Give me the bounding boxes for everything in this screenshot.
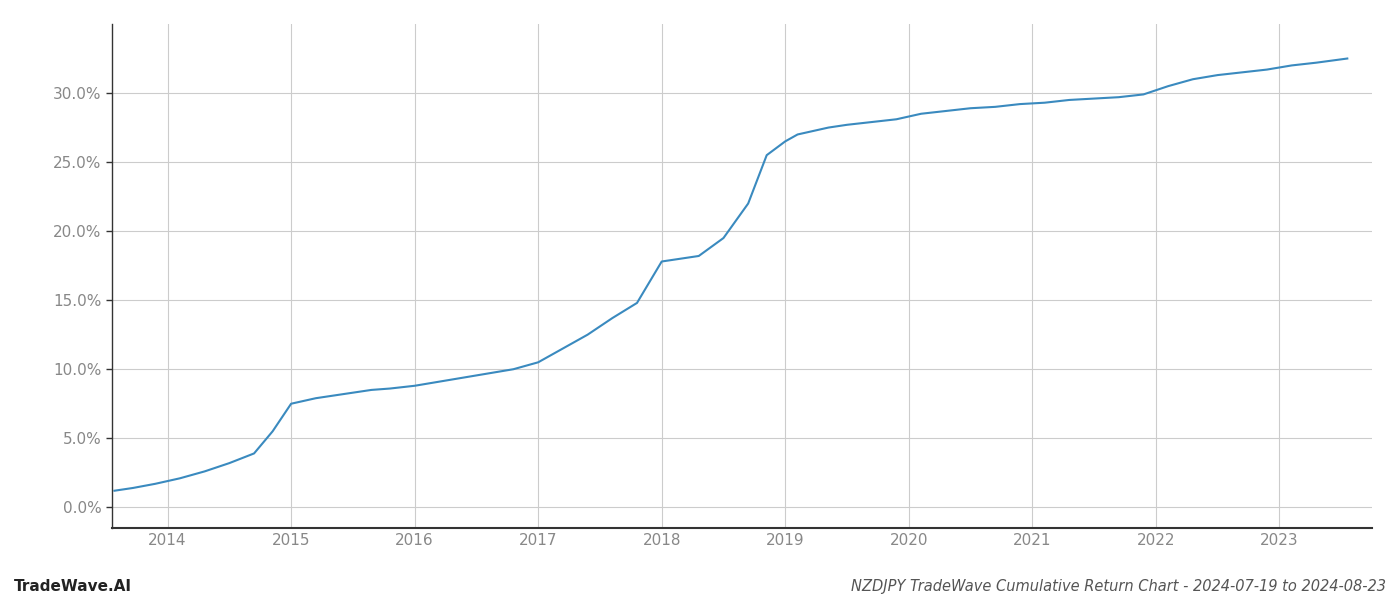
Text: NZDJPY TradeWave Cumulative Return Chart - 2024-07-19 to 2024-08-23: NZDJPY TradeWave Cumulative Return Chart… (851, 579, 1386, 594)
Text: TradeWave.AI: TradeWave.AI (14, 579, 132, 594)
